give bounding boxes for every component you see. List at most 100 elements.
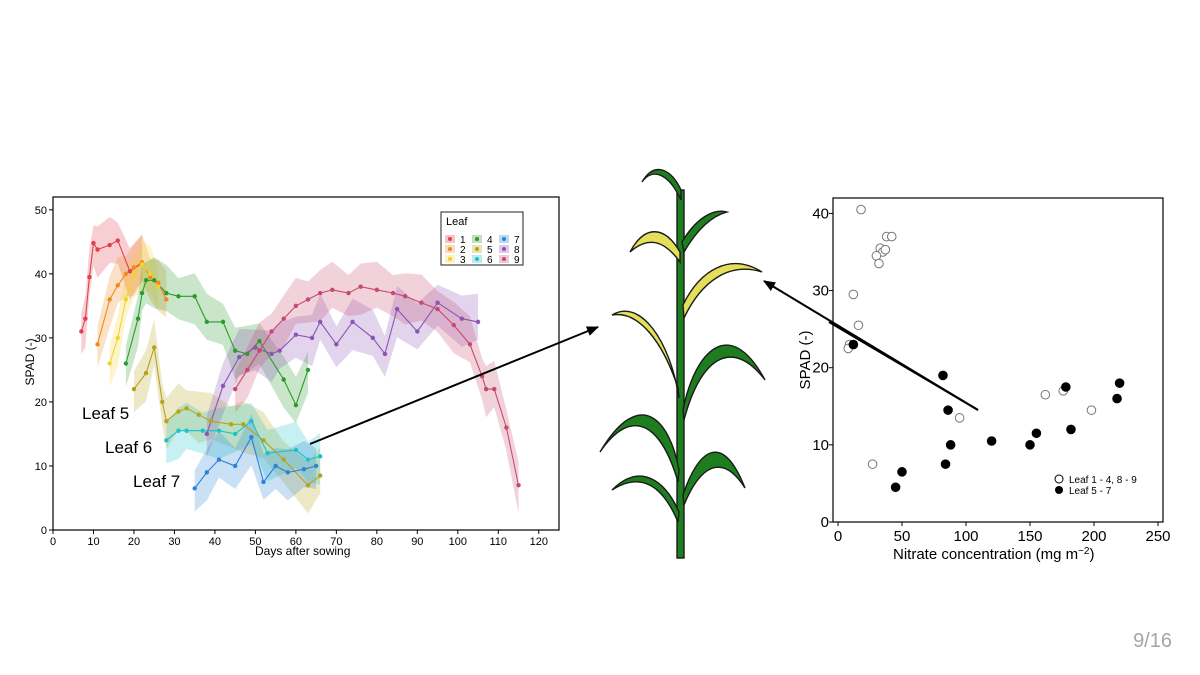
point-leaf-9: [330, 287, 335, 293]
point-leaf-7: [232, 463, 238, 469]
point-leaf-5: [196, 412, 201, 417]
chart1-y-tick-label: 30: [35, 333, 47, 345]
point-leaf-4: [192, 294, 197, 299]
point-filled: [943, 405, 953, 415]
chart2-plot-frame: [832, 197, 1164, 523]
point-leaf-4: [305, 367, 311, 373]
point-open: [1086, 405, 1097, 415]
point-leaf-9: [435, 306, 440, 312]
chart1-legend-label-6: 6: [487, 255, 493, 266]
point-leaf-3: [107, 361, 112, 366]
point-leaf-9: [281, 316, 286, 321]
chart1-legend-marker: [475, 237, 479, 241]
point-filled: [897, 467, 907, 477]
plant-leaf-left-yellow: [611, 310, 680, 399]
point-leaf-6: [176, 428, 181, 433]
chart1-legend-label-8: 8: [514, 245, 520, 256]
chart1-legend-marker: [502, 237, 506, 241]
spad-time-chart: 0 10 20 30 40 50 60 70 80 90 100 110 120 0 10 20 30 40 50 …: [23, 196, 560, 558]
band-leaf-5: [134, 319, 321, 514]
point-leaf-8: [253, 345, 258, 350]
band-leaf-4: [125, 257, 309, 424]
page-number: 9/16: [1133, 630, 1172, 652]
chart1-y-axis-label: SPAD (-): [23, 338, 37, 385]
point-leaf-1: [83, 316, 88, 321]
chart1-legend-label-7: 7: [514, 235, 520, 246]
point-filled: [938, 370, 948, 381]
point-filled: [940, 459, 951, 469]
point-leaf-2: [164, 297, 169, 302]
point-leaf-8: [204, 431, 210, 437]
chart1-x-tick-label: 0: [50, 536, 56, 548]
spad-nitrate-scatter: 0 50 100 150 200 250 0 10 20 30 40 Nitrate concent…: [797, 197, 1171, 563]
point-leaf-5: [143, 370, 149, 376]
point-leaf-8: [435, 300, 440, 305]
point-leaf-6: [164, 438, 169, 443]
point-open: [853, 320, 864, 331]
chart1-x-tick-label: 100: [449, 536, 467, 548]
chart1-x-tick-label: 30: [168, 536, 180, 548]
point-leaf-7: [273, 463, 278, 469]
point-leaf-7: [313, 463, 319, 469]
point-leaf-8: [415, 329, 420, 334]
chart2-y-tick-label: 40: [812, 205, 829, 222]
point-leaf-5: [131, 386, 137, 392]
plant-leaf-left-lower: [599, 414, 680, 483]
arrow-chart-to-plant: [309, 326, 599, 445]
plant-leaf-right-yellow: [682, 262, 763, 321]
chart1-x-tick-label: 60: [290, 536, 302, 548]
point-leaf-4: [135, 316, 141, 321]
chart2-x-tick-label: 200: [1081, 528, 1106, 545]
point-leaf-7: [192, 486, 197, 491]
point-leaf-9: [232, 386, 238, 392]
annotation-leaf-6: Leaf 6: [105, 438, 152, 457]
point-open: [880, 244, 891, 255]
trend-line: [828, 321, 979, 411]
point-leaf-8: [475, 319, 481, 325]
point-leaf-3: [131, 271, 137, 277]
band-leaf-7: [194, 414, 317, 512]
chart1-legend-box: [440, 211, 524, 266]
point-filled: [1031, 428, 1042, 439]
point-open: [954, 413, 965, 423]
plant-leaf-right-mid: [682, 344, 766, 421]
maize-plant-illustration: [599, 168, 766, 559]
point-leaf-9: [390, 290, 396, 296]
point-open: [874, 258, 884, 269]
point-leaf-9: [317, 290, 323, 296]
point-leaf-7: [261, 479, 266, 485]
point-leaf-3: [139, 262, 145, 267]
point-filled: [1114, 378, 1125, 388]
point-leaf-6: [317, 454, 323, 459]
point-leaf-4: [232, 348, 238, 353]
point-leaf-5: [317, 473, 323, 478]
annotation-leaf-5: Leaf 5: [82, 404, 129, 423]
chart2-legend-label-open: Leaf 1 - 4, 8 - 9: [1069, 475, 1137, 486]
chart1-legend-title: Leaf: [446, 216, 468, 228]
point-leaf-7: [216, 457, 222, 462]
point-leaf-4: [257, 338, 262, 344]
point-leaf-8: [220, 383, 226, 389]
point-leaf-4: [281, 377, 286, 382]
point-leaf-1: [115, 238, 120, 243]
chart2-y-tick-label: 20: [812, 360, 829, 377]
point-leaf-4: [139, 290, 145, 296]
point-leaf-9: [516, 482, 521, 488]
point-open: [848, 289, 859, 300]
point-leaf-6: [216, 428, 222, 433]
chart1-x-axis-label: Days after sowing: [255, 544, 350, 558]
chart2-y-tick-label: 0: [821, 514, 829, 531]
point-leaf-3: [147, 271, 153, 277]
chart1-legend-label-3: 3: [460, 255, 466, 266]
point-leaf-6: [305, 457, 311, 462]
chart1-legend-marker: [448, 247, 452, 251]
chart1-legend-marker: [502, 257, 506, 261]
point-leaf-9: [467, 342, 473, 347]
chart1-legend-marker: [502, 247, 506, 251]
band-leaf-3: [109, 241, 159, 387]
point-leaf-8: [394, 306, 400, 312]
point-leaf-5: [228, 422, 234, 427]
point-leaf-7: [301, 466, 307, 472]
plant-leaf-top: [641, 168, 682, 201]
point-leaf-4: [293, 402, 299, 408]
